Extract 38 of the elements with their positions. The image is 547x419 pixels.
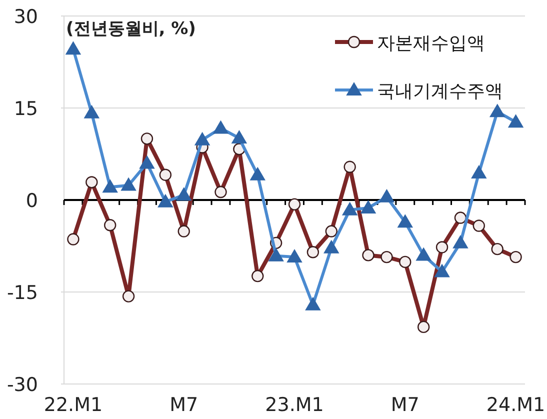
legend-label: 자본재수입액 (377, 33, 485, 54)
legend-label: 국내기계수주액 (377, 81, 503, 102)
x-tick-label: M7 (390, 394, 420, 416)
x-tick-label: M7 (170, 394, 198, 416)
annotation: (전년동월비, %) (66, 19, 196, 39)
point (508, 114, 524, 128)
point (102, 180, 118, 193)
x-tick-label: 23.M1 (265, 394, 324, 416)
point (324, 240, 339, 254)
point (416, 248, 432, 261)
y-tick-label: 15 (14, 98, 38, 120)
point (250, 167, 266, 180)
point (194, 132, 210, 146)
x-tick-label: 22.M1 (44, 394, 103, 416)
point (268, 248, 284, 262)
point (379, 189, 394, 202)
point (305, 297, 320, 310)
point (158, 194, 173, 208)
x-tick-label: 24.M1 (486, 394, 546, 416)
point (471, 166, 486, 179)
point (232, 130, 247, 144)
point (287, 250, 302, 263)
point (139, 156, 154, 169)
point (434, 264, 450, 278)
point (490, 104, 505, 118)
point (176, 188, 192, 201)
point (452, 235, 468, 248)
y-tick-label: 0 (26, 190, 38, 212)
point (121, 178, 136, 191)
y-tick-label: -15 (6, 282, 38, 304)
point (342, 202, 358, 216)
point (84, 105, 100, 118)
y-tick-label: 30 (14, 6, 38, 28)
point (66, 42, 81, 55)
y-tick-label: -30 (6, 374, 38, 396)
point (398, 214, 413, 228)
point (360, 200, 376, 214)
point (213, 120, 228, 134)
